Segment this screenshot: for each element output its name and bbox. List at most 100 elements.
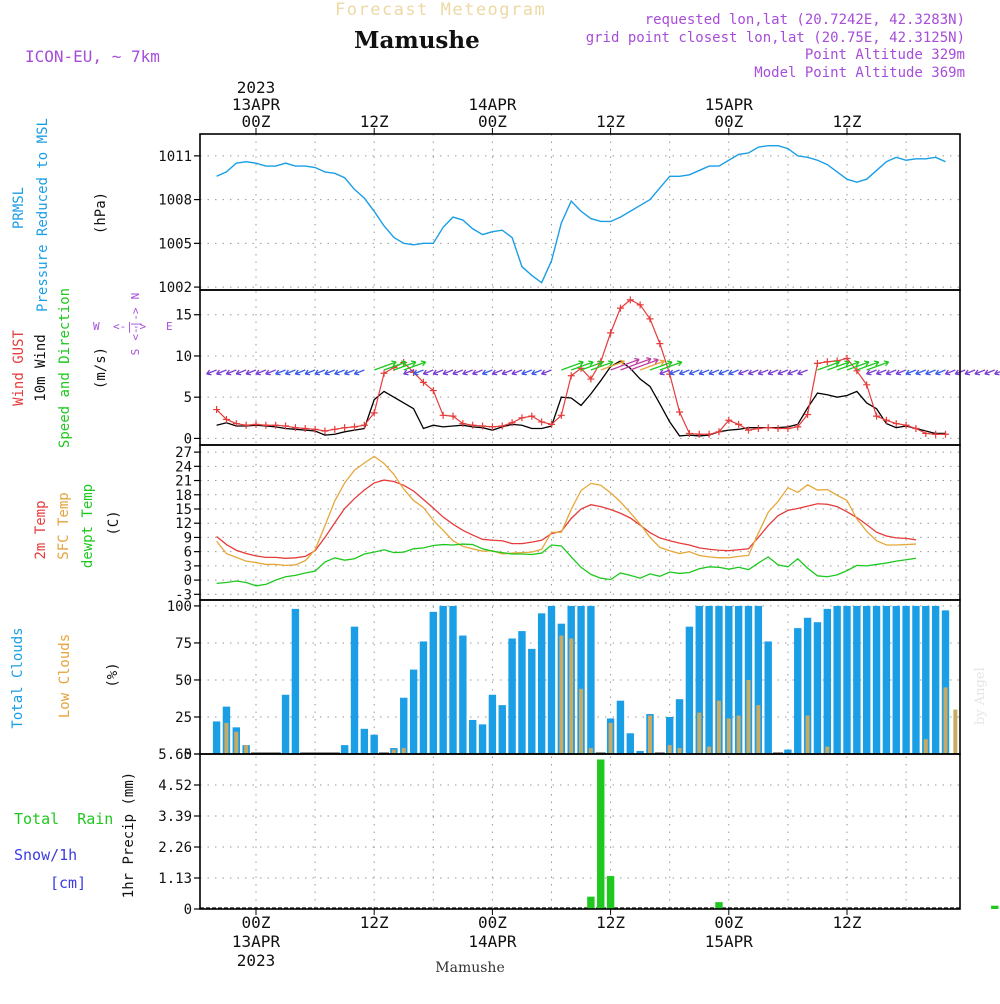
ytick-label: 3.39 [158, 809, 192, 825]
wind-direction-arrow [875, 369, 887, 376]
panel-frame-wind [199, 289, 961, 446]
gust-marker [360, 421, 368, 429]
ticks-layer: 1002100510081011051015-30369121518212427… [158, 78, 862, 970]
rain-bar [606, 876, 615, 909]
wind-direction-arrow [846, 360, 870, 371]
wind-direction-arrow [620, 357, 652, 371]
gust-marker [745, 426, 752, 434]
wind-unit: (m/s) [93, 347, 109, 389]
ytick-label: 12 [175, 516, 192, 532]
top-time-label: 00Z [714, 112, 743, 131]
total-cloud-bar [695, 605, 703, 754]
total-cloud-bar [863, 605, 871, 754]
gust-marker [331, 425, 339, 433]
gust-marker [616, 304, 624, 312]
low-cloud-bar [648, 715, 652, 754]
low-cloud-bar [391, 749, 396, 754]
gust-marker [587, 375, 595, 383]
wind-direction-arrow [885, 369, 897, 376]
gust-marker [528, 412, 536, 420]
total-clouds-label: Total Clouds [10, 627, 26, 728]
ytick-label: 2.26 [158, 840, 192, 856]
wind-direction-arrow [314, 369, 326, 376]
ytick-label: 0 [184, 573, 192, 589]
gust-marker [902, 421, 910, 429]
total-cloud-bar [478, 724, 487, 754]
gust-marker [380, 369, 388, 377]
gridpoint-coords: grid point closest lon,lat (20.75E, 42.3… [586, 30, 965, 46]
wind-direction-arrow [304, 369, 316, 376]
wind-direction-arrow [659, 360, 683, 371]
bottom-location: Mamushe [435, 960, 504, 976]
low-cloud-bar [825, 746, 830, 754]
rain-bar [715, 902, 723, 909]
low-cloud-bar [569, 638, 574, 754]
total-cloud-bar [370, 734, 378, 754]
gust-marker [882, 416, 890, 424]
gust-marker [942, 430, 949, 438]
model-label: ICON-EU, ~ 7km [25, 47, 160, 66]
total-cloud-bar [400, 697, 408, 754]
gust-marker [311, 425, 319, 433]
total-cloud-bar [587, 605, 595, 754]
low-cloud-bar [401, 748, 406, 754]
gust-marker [685, 429, 693, 437]
total-cloud-bar [941, 610, 950, 754]
low-cloud-bar [667, 745, 672, 754]
gust-marker [321, 427, 329, 435]
pressure-line [216, 144, 946, 284]
gust-marker [498, 422, 506, 430]
wind-direction-arrow [649, 360, 673, 371]
wind-direction-arrow [442, 369, 454, 376]
gust-marker [863, 381, 871, 389]
total-cloud-bar [291, 608, 300, 754]
wind-direction-arrow [787, 369, 798, 376]
model-altitude: Model Point Altitude 369m [754, 65, 965, 81]
wind-direction-arrow [324, 369, 336, 376]
low-cloud-bar [677, 748, 682, 754]
total-cloud-bar [803, 617, 812, 754]
gust-marker [479, 422, 487, 430]
gust-marker [439, 411, 447, 419]
gust-marker [370, 409, 378, 417]
gust-marker [548, 420, 555, 428]
gust-marker [538, 418, 546, 426]
total-cloud-bar [281, 694, 290, 754]
total-cloud-bar [833, 605, 841, 754]
low-clouds-label: Low Clouds [57, 634, 73, 718]
bottom-time-label: 14APR [468, 932, 517, 951]
total-cloud-bar [912, 605, 920, 754]
total-cloud-bar [212, 721, 221, 754]
wind-direction-arrow [265, 369, 276, 376]
wind-direction-arrow [215, 369, 227, 376]
temp-2m-label: 2m Temp [33, 500, 49, 559]
wind-direction-arrow [836, 360, 860, 371]
gust-marker [232, 420, 240, 428]
low-cloud-bar [608, 722, 613, 754]
wind-direction-arrow [866, 360, 890, 371]
wind-direction-arrow [994, 369, 1000, 376]
total-cloud-bar [508, 638, 516, 754]
total-cloud-bar [872, 605, 881, 754]
wind-direction-arrow [984, 369, 995, 376]
gust-marker [823, 358, 831, 366]
wind-direction-arrow [284, 369, 296, 376]
wind-direction-arrow [412, 369, 424, 376]
low-cloud-bar [579, 688, 584, 754]
product-title: Forecast Meteogram [335, 0, 546, 20]
wind-direction-arrow [895, 369, 907, 376]
bottom-time-label: 13APR [232, 932, 281, 951]
total-cloud-bar [350, 626, 359, 754]
gust-marker [351, 423, 358, 431]
temp-dewpt-label: dewpt Temp [80, 484, 96, 568]
total-cloud-bar [823, 608, 831, 754]
wind-direction-arrow [225, 369, 237, 376]
wind-direction-arrow [540, 369, 552, 376]
gust-marker [873, 412, 881, 420]
ytick-label: 18 [175, 488, 192, 504]
total-cloud-bar [518, 631, 526, 754]
gust-marker [429, 387, 437, 395]
compass-horizontal-arrow: <-|-> [113, 320, 146, 333]
ytick-label: 1002 [158, 280, 192, 296]
ytick-label: 0 [184, 431, 192, 447]
